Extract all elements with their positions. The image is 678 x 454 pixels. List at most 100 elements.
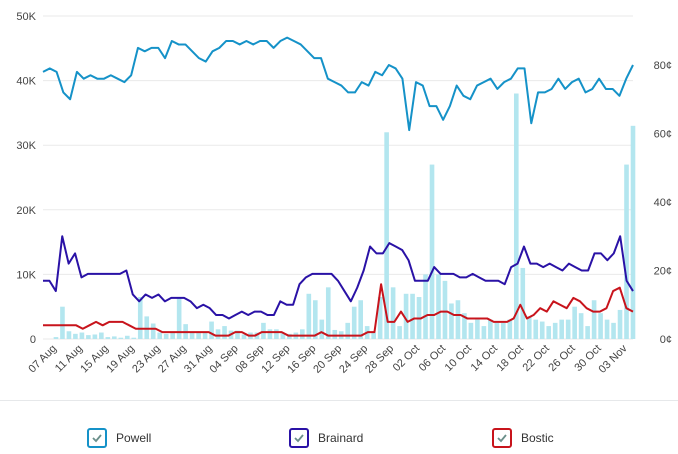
check-glyph xyxy=(294,434,304,443)
x-tick-label: 06 Oct xyxy=(417,343,448,374)
volume-bar xyxy=(358,300,364,339)
volume-bar xyxy=(624,164,629,339)
x-tick-label: 14 Oct xyxy=(469,343,500,374)
volume-bar xyxy=(274,329,279,339)
volume-bar xyxy=(131,337,137,339)
volume-bar xyxy=(79,332,85,339)
volume-bar xyxy=(468,322,474,339)
chart-panel: 0 10K 20K 30K 40K 50K 0¢ 20¢ 40¢ 60¢ 80¢ 07 Aug 11… xyxy=(16,11,672,376)
volume-bar xyxy=(209,321,214,339)
volume-bar xyxy=(53,337,59,339)
left-tick-label: 30K xyxy=(16,140,36,152)
volume-bar xyxy=(157,332,163,339)
volume-bar xyxy=(254,332,260,339)
volume-bar xyxy=(539,321,545,339)
legend-item-powell[interactable]: Powell xyxy=(87,425,151,451)
volume-bar xyxy=(436,274,441,339)
volume-bar xyxy=(604,319,610,339)
volume-bar xyxy=(196,332,201,339)
volume-bar xyxy=(118,337,124,339)
volume-bar xyxy=(617,309,623,339)
volume-bar xyxy=(585,326,590,339)
left-tick-label: 40K xyxy=(16,76,36,88)
legend: Powell Brainard Bostic xyxy=(0,400,678,454)
legend-item-bostic[interactable]: Bostic xyxy=(492,425,554,451)
check-icon[interactable] xyxy=(87,428,107,448)
series-line-powell xyxy=(42,36,634,132)
volume-bar xyxy=(533,319,539,339)
x-tick-label: 03 Nov xyxy=(597,342,630,375)
volume-bar xyxy=(66,331,72,339)
left-tick-label: 10K xyxy=(16,269,36,281)
volume-bar xyxy=(572,306,577,339)
volume-bar xyxy=(163,333,169,339)
volume-bar xyxy=(494,322,500,339)
right-tick-label: 40¢ xyxy=(654,197,672,209)
volume-bar xyxy=(176,297,182,339)
x-tick-label: 26 Oct xyxy=(546,343,577,374)
legend-label-brainard: Brainard xyxy=(318,431,364,445)
legend-item-brainard[interactable]: Brainard xyxy=(289,425,363,451)
legend-label-powell: Powell xyxy=(116,431,152,445)
volume-bar xyxy=(591,300,597,339)
volume-bar xyxy=(520,267,526,339)
volume-bar xyxy=(73,333,78,339)
volume-bar xyxy=(526,316,532,339)
right-tick-label: 20¢ xyxy=(654,266,672,278)
x-tick-label: 22 Oct xyxy=(520,343,551,374)
volume-bar xyxy=(222,326,227,339)
x-tick-label: 02 Oct xyxy=(391,343,422,374)
volume-bar xyxy=(319,319,325,339)
right-tick-label: 80¢ xyxy=(654,60,672,72)
volume-bar xyxy=(306,293,312,339)
volume-bar xyxy=(371,332,376,339)
volume-bar xyxy=(488,319,493,339)
volume-bar xyxy=(423,274,428,339)
left-y-axis: 0 10K 20K 30K 40K 50K xyxy=(16,11,36,346)
volume-bar xyxy=(429,164,435,339)
volume-bar xyxy=(611,322,616,339)
volume-bar xyxy=(189,332,195,339)
right-tick-label: 60¢ xyxy=(654,129,672,141)
volume-bar xyxy=(351,306,357,339)
volume-bar xyxy=(261,322,266,339)
x-tick-label: 15 Aug xyxy=(78,343,111,376)
x-tick-label: 28 Sep xyxy=(363,343,396,376)
volume-bar xyxy=(455,300,461,339)
volume-bar xyxy=(546,326,552,339)
volume-bar xyxy=(578,313,584,339)
x-tick-label: 07 Aug xyxy=(26,343,59,376)
volume-bars xyxy=(53,93,636,340)
volume-bar xyxy=(598,313,603,339)
volume-bar xyxy=(397,326,402,339)
volume-bar xyxy=(241,334,247,339)
left-tick-label: 0 xyxy=(30,334,36,346)
x-tick-label: 27 Aug xyxy=(156,343,189,376)
volume-bar xyxy=(124,335,130,339)
volume-bar xyxy=(501,322,506,339)
volume-bar xyxy=(630,125,636,339)
volume-bar xyxy=(92,334,98,339)
volume-bar xyxy=(300,329,305,339)
volume-bar xyxy=(112,336,117,339)
volume-bar xyxy=(390,287,396,339)
check-icon[interactable] xyxy=(289,428,309,448)
left-tick-label: 50K xyxy=(16,11,36,23)
volume-bar xyxy=(105,337,111,339)
volume-bar xyxy=(410,293,415,339)
volume-bar xyxy=(137,297,143,339)
volume-bar xyxy=(481,326,487,339)
x-tick-label: 19 Aug xyxy=(104,343,137,376)
check-icon[interactable] xyxy=(492,428,512,448)
x-tick-label: 10 Oct xyxy=(443,343,474,374)
volume-bar xyxy=(150,323,156,339)
x-tick-label: 23 Aug xyxy=(130,343,163,376)
check-glyph xyxy=(92,434,102,443)
series-line-bostic xyxy=(43,283,634,337)
volume-bar xyxy=(462,313,467,339)
right-y-axis: 0¢ 20¢ 40¢ 60¢ 80¢ xyxy=(654,60,672,346)
volume-bar xyxy=(377,297,383,339)
volume-bar xyxy=(475,319,480,339)
volume-bar xyxy=(280,333,286,339)
volume-bar xyxy=(215,329,221,339)
